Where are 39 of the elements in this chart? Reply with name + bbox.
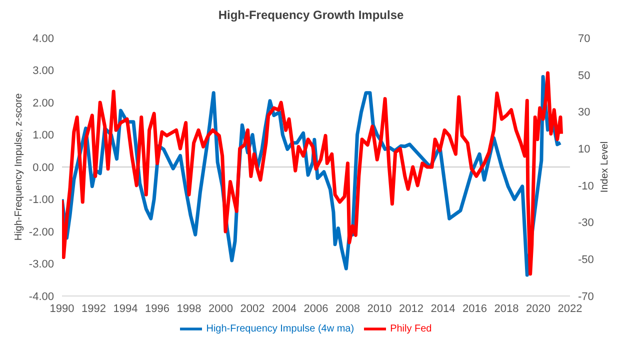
y-tick-label: 2.00 [32, 97, 54, 110]
x-tick-label: 1990 [50, 302, 74, 315]
y2-tick-label: -50 [578, 254, 594, 266]
x-tick-label: 2020 [526, 302, 550, 315]
x-tick-label: 2004 [272, 302, 296, 315]
y2-tick-label: -10 [578, 180, 594, 192]
x-tick-label: 1996 [145, 302, 170, 315]
chart-title: High-Frequency Growth Impulse [217, 8, 405, 22]
y2-tick-label: 10 [578, 143, 590, 156]
x-tick-label: 2000 [208, 302, 233, 315]
legend-label: High-Frequency Impulse (4w ma) [206, 324, 354, 335]
x-tick-label: 2016 [462, 302, 487, 315]
x-tick-label: 2012 [399, 302, 424, 315]
y2-tick-label: 50 [578, 70, 590, 82]
y-tick-label: 4.00 [32, 32, 54, 45]
y-tick-label: -3.00 [28, 258, 54, 271]
x-tick-label: 1992 [82, 302, 106, 315]
y-tick-label: 3.00 [32, 65, 54, 78]
y2-tick-label: -30 [578, 217, 594, 230]
y-tick-label: -1.00 [28, 194, 54, 206]
y2-axis-title: Index Level [600, 141, 611, 193]
y-tick-label: 1.00 [32, 130, 54, 142]
x-tick-label: 2022 [558, 302, 582, 315]
y2-tick-label: -70 [578, 290, 594, 303]
x-tick-label: 2018 [494, 302, 519, 315]
x-tick-label: 1998 [176, 302, 202, 315]
y2-tick-label: 70 [578, 32, 590, 45]
y-tick-label: 0.00 [32, 162, 54, 174]
x-tick-label: 1994 [113, 302, 138, 315]
x-tick-label: 2006 [304, 302, 328, 315]
legend-label: Phily Fed [390, 324, 432, 335]
y-tick-label: -2.00 [28, 226, 54, 238]
x-tick-label: 2002 [240, 302, 265, 315]
x-tick-label: 2010 [367, 302, 392, 315]
x-tick-label: 2008 [336, 302, 360, 315]
y-tick-label: -4.00 [28, 290, 54, 303]
x-tick-label: 2014 [430, 302, 456, 315]
y-axis-title: High-Frequency Impulse, z-score [14, 92, 25, 241]
y2-tick-label: 30 [578, 106, 590, 119]
